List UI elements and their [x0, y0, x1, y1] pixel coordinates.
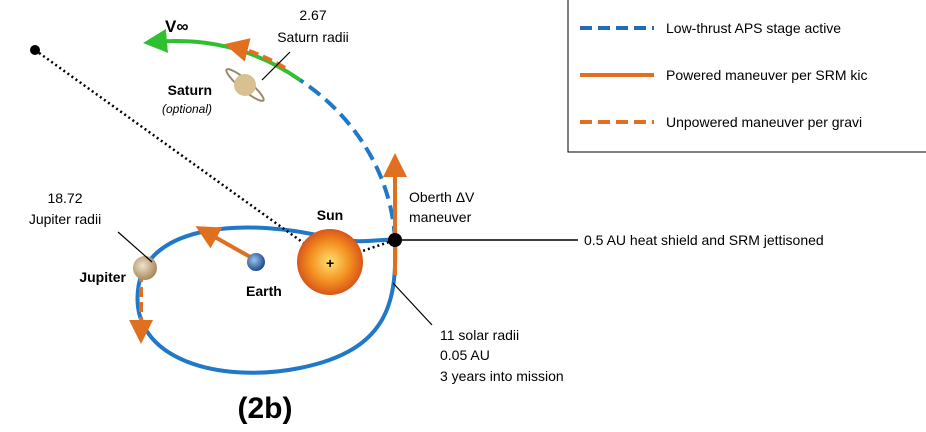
legend-label: Unpowered maneuver per gravi	[666, 114, 862, 130]
leader	[117, 231, 153, 263]
asymptote	[34, 48, 331, 264]
label: V∞	[165, 17, 188, 36]
label: 11 solar radii	[440, 327, 519, 343]
label: Saturn radii	[277, 29, 349, 45]
label: 18.72	[47, 190, 82, 206]
label: (optional)	[162, 102, 212, 116]
label: Earth	[246, 283, 282, 299]
label: maneuver	[409, 209, 472, 225]
earth	[247, 253, 265, 271]
earth-departure	[195, 226, 253, 260]
leader	[261, 51, 291, 81]
label: Jupiter	[79, 269, 126, 285]
saturn-assist	[224, 38, 287, 70]
label: 2.67	[299, 7, 326, 23]
leader	[392, 282, 433, 326]
low-thrust-arc	[298, 78, 397, 241]
label: Sun	[317, 207, 343, 223]
label: 0.05 AU	[440, 347, 490, 363]
sun	[297, 229, 363, 295]
label: 0.5 AU heat shield and SRM jettisoned	[584, 232, 824, 248]
label: Saturn	[168, 82, 212, 98]
saturn	[234, 74, 256, 96]
label: 3 years into mission	[440, 368, 564, 384]
legend-label: Low-thrust APS stage active	[666, 20, 841, 36]
endpoint	[30, 45, 40, 55]
figure-id: (2b)	[238, 392, 293, 425]
sun-center: +	[326, 255, 334, 271]
label: Jupiter radii	[29, 211, 101, 227]
legend-label: Powered maneuver per SRM kic	[666, 67, 868, 83]
label: Oberth ΔV	[409, 189, 475, 205]
jupiter	[133, 256, 157, 280]
